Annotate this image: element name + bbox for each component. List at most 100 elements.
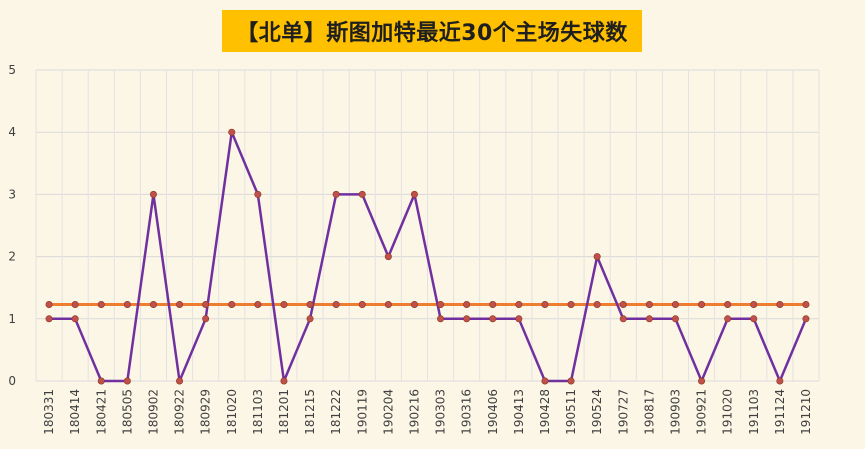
y-tick-label: 5 xyxy=(8,63,16,77)
x-tick-label: 191124 xyxy=(773,389,787,435)
data-point xyxy=(149,300,157,308)
x-tick-label: 191020 xyxy=(721,389,735,435)
x-tick-label: 180331 xyxy=(42,389,56,435)
data-point xyxy=(358,300,366,308)
x-tick-label: 181222 xyxy=(329,389,343,435)
data-point xyxy=(437,315,445,323)
x-tick-label: 180421 xyxy=(94,389,108,435)
x-tick-label: 191103 xyxy=(747,389,761,435)
x-tick-label: 190727 xyxy=(616,389,630,435)
x-tick-label: 190204 xyxy=(381,389,395,435)
data-point xyxy=(489,300,497,308)
data-point xyxy=(724,315,732,323)
data-point xyxy=(228,128,236,136)
data-point xyxy=(593,253,601,261)
data-point xyxy=(489,315,497,323)
data-point xyxy=(176,377,184,385)
data-point xyxy=(358,190,366,198)
y-tick-label: 0 xyxy=(8,374,16,388)
data-point xyxy=(619,300,627,308)
x-tick-label: 190316 xyxy=(460,389,474,435)
x-tick-label: 190903 xyxy=(668,389,682,435)
data-point xyxy=(97,377,105,385)
data-point xyxy=(384,253,392,261)
data-point xyxy=(671,300,679,308)
x-tick-label: 180505 xyxy=(120,389,134,435)
data-point xyxy=(280,300,288,308)
data-point xyxy=(671,315,679,323)
data-point xyxy=(254,300,262,308)
x-tick-label: 191210 xyxy=(799,389,813,435)
data-point xyxy=(619,315,627,323)
x-tick-label: 190413 xyxy=(512,389,526,435)
data-point xyxy=(332,300,340,308)
x-tick-label: 190428 xyxy=(538,389,552,435)
data-point xyxy=(280,377,288,385)
data-point xyxy=(724,300,732,308)
x-tick-label: 180902 xyxy=(146,389,160,435)
y-tick-label: 3 xyxy=(8,187,16,201)
x-tick-label: 190921 xyxy=(695,389,709,435)
data-point xyxy=(149,190,157,198)
data-point xyxy=(645,315,653,323)
data-point xyxy=(410,190,418,198)
x-tick-label: 190406 xyxy=(486,389,500,435)
data-point xyxy=(384,300,392,308)
x-tick-label: 190817 xyxy=(642,389,656,435)
data-point xyxy=(176,300,184,308)
data-point xyxy=(463,315,471,323)
data-point xyxy=(567,377,575,385)
data-point xyxy=(645,300,653,308)
data-point xyxy=(202,300,210,308)
data-point xyxy=(97,300,105,308)
data-point xyxy=(254,190,262,198)
data-point xyxy=(802,300,810,308)
series-line-0 xyxy=(49,130,808,383)
x-tick-label: 181215 xyxy=(303,389,317,435)
data-point xyxy=(228,300,236,308)
x-tick-label: 190119 xyxy=(355,389,369,435)
x-tick-label: 180929 xyxy=(199,389,213,435)
data-point xyxy=(410,300,418,308)
y-tick-label: 1 xyxy=(8,312,16,326)
data-point xyxy=(71,315,79,323)
data-point xyxy=(45,315,53,323)
data-point xyxy=(750,315,758,323)
data-point xyxy=(802,315,810,323)
x-tick-label: 190511 xyxy=(564,389,578,435)
data-point xyxy=(71,300,79,308)
data-point xyxy=(698,377,706,385)
x-tick-label: 190303 xyxy=(434,389,448,435)
y-tick-label: 4 xyxy=(8,125,16,139)
data-point xyxy=(776,300,784,308)
data-point xyxy=(306,315,314,323)
x-tick-label: 181201 xyxy=(277,389,291,435)
data-point xyxy=(567,300,575,308)
y-tick-label: 2 xyxy=(8,250,16,264)
data-point xyxy=(306,300,314,308)
data-point xyxy=(202,315,210,323)
x-tick-label: 190216 xyxy=(407,389,421,435)
data-point xyxy=(541,300,549,308)
data-point xyxy=(45,300,53,308)
x-tick-label: 180922 xyxy=(173,389,187,435)
data-point xyxy=(698,300,706,308)
data-point xyxy=(123,377,131,385)
data-point xyxy=(515,300,523,308)
x-tick-label: 180414 xyxy=(68,389,82,435)
data-point xyxy=(123,300,131,308)
data-point xyxy=(541,377,549,385)
chart-title: 【北单】斯图加特最近30个主场失球数 xyxy=(222,10,642,52)
data-point xyxy=(776,377,784,385)
x-tick-label: 190524 xyxy=(590,389,604,435)
data-point xyxy=(463,300,471,308)
x-tick-label: 181020 xyxy=(225,389,239,435)
data-point xyxy=(437,300,445,308)
x-tick-label: 181103 xyxy=(251,389,265,435)
data-point xyxy=(593,300,601,308)
data-point xyxy=(515,315,523,323)
data-point xyxy=(750,300,758,308)
data-point xyxy=(332,190,340,198)
